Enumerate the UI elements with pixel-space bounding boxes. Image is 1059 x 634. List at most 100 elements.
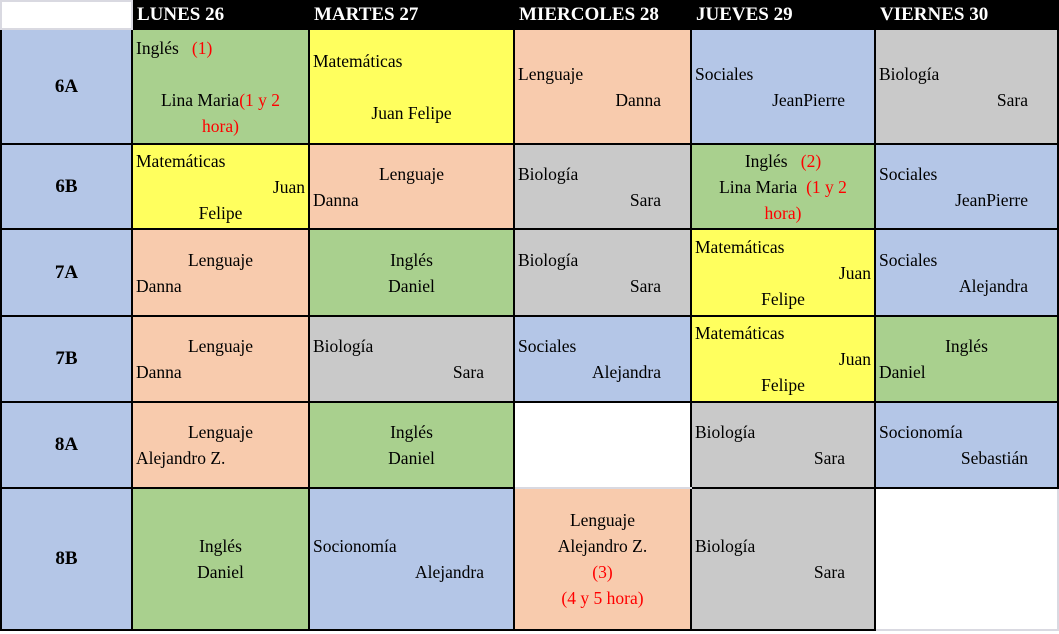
cell-6a-martes: Matemáticas Juan Felipe bbox=[308, 28, 515, 145]
cell-text: Sara bbox=[629, 275, 661, 296]
cell-text: Lenguaje bbox=[187, 422, 254, 442]
cell-text: Inglés bbox=[136, 37, 179, 58]
cell-text: Biología bbox=[695, 422, 756, 442]
cell-line bbox=[313, 74, 510, 100]
row-label-6b: 6B bbox=[0, 143, 133, 230]
cell-line: Biología bbox=[695, 419, 871, 445]
timetable-row: 7B Lenguaje Danna Biología Sara Sociales Aleja… bbox=[0, 315, 1059, 403]
cell-text: Lenguaje bbox=[569, 510, 636, 530]
cell-line: Daniel bbox=[313, 445, 510, 471]
cell-text: Matemáticas bbox=[695, 323, 785, 343]
cell-8b-jueves: Biología Sara bbox=[690, 487, 876, 631]
cell-line: Lenguaje bbox=[518, 61, 687, 87]
cell-line: Biología bbox=[518, 161, 687, 187]
cell-text: Daniel bbox=[388, 275, 435, 296]
cell-7b-martes: Biología Sara bbox=[308, 315, 515, 403]
hour-note-text: hora) bbox=[202, 115, 239, 136]
cell-7b-viernes: Inglés Daniel bbox=[874, 315, 1059, 403]
cell-text: Felipe bbox=[761, 375, 805, 395]
row-label-8b: 8B bbox=[0, 487, 133, 631]
cell-7a-miercoles: Biología Sara bbox=[513, 228, 692, 317]
cell-text: Biología bbox=[518, 249, 579, 270]
cell-8a-viernes: Socionomía Sebastián bbox=[874, 401, 1059, 489]
cell-text: Sebastián bbox=[960, 448, 1028, 468]
cell-line: Danna bbox=[518, 87, 687, 113]
cell-line: Sebastián bbox=[879, 445, 1054, 471]
cell-7a-lunes: Lenguaje Danna bbox=[131, 228, 310, 317]
cell-text: Alejandro Z. bbox=[136, 448, 226, 468]
cell-line: Alejandra bbox=[879, 273, 1054, 299]
cell-8a-jueves: Biología Sara bbox=[690, 401, 876, 489]
cell-line: Sara bbox=[695, 445, 871, 471]
cell-7a-martes: Inglés Daniel bbox=[308, 228, 515, 317]
cell-8b-viernes bbox=[874, 487, 1059, 631]
cell-text: Matemáticas bbox=[136, 150, 226, 171]
cell-line: Felipe bbox=[695, 286, 871, 312]
cell-7b-lunes: Lenguaje Danna bbox=[131, 315, 310, 403]
cell-text: Juan bbox=[838, 349, 871, 369]
cell-text: Alejandra bbox=[592, 362, 661, 382]
cell-line: hora) bbox=[695, 200, 871, 226]
cell-8a-lunes: Lenguaje Alejandro Z. bbox=[131, 401, 310, 489]
timetable-row: 7A Lenguaje Danna Inglés Daniel Biología Sara M… bbox=[0, 228, 1059, 317]
cell-text: Juan Felipe bbox=[371, 102, 452, 123]
cell-text: Biología bbox=[518, 163, 579, 184]
cell-6b-viernes: Sociales JeanPierre bbox=[874, 143, 1059, 230]
cell-text: Biología bbox=[313, 336, 374, 356]
cell-line: Juan bbox=[695, 346, 871, 372]
cell-line: (4 y 5 hora) bbox=[518, 585, 687, 611]
cell-line: Lina Maria(1 y 2 bbox=[136, 87, 305, 113]
cell-text: Socionomía bbox=[879, 422, 963, 442]
timetable-row: 8A Lenguaje Alejandro Z. Inglés Daniel Biolog… bbox=[0, 401, 1059, 489]
cell-8a-miercoles bbox=[513, 401, 692, 489]
cell-line: Danna bbox=[313, 187, 510, 213]
cell-text: Inglés bbox=[390, 249, 433, 270]
cell-text: Danna bbox=[136, 362, 182, 382]
cell-text: JeanPierre bbox=[772, 89, 845, 110]
cell-line: Danna bbox=[136, 273, 305, 299]
row-label-7a: 7A bbox=[0, 228, 133, 317]
cell-line: Sara bbox=[695, 559, 871, 585]
cell-text: Socionomía bbox=[313, 536, 397, 556]
cell-line: Juan Felipe bbox=[313, 100, 510, 126]
cell-6b-jueves: Inglés (2) Lina Maria (1 y 2 hora) bbox=[690, 143, 876, 230]
corner-cell bbox=[0, 0, 133, 30]
cell-6b-martes: Lenguaje Danna bbox=[308, 143, 515, 230]
cell-line: Sara bbox=[313, 359, 510, 385]
cell-line: JeanPierre bbox=[879, 187, 1054, 213]
cell-line: Juan bbox=[136, 174, 305, 200]
day-header-jueves: JUEVES 29 bbox=[690, 0, 876, 30]
cell-text: JeanPierre bbox=[955, 189, 1028, 210]
day-header-miercoles: MIERCOLES 28 bbox=[513, 0, 692, 30]
cell-7a-jueves: Matemáticas Juan Felipe bbox=[690, 228, 876, 317]
hour-note-text: (1) bbox=[178, 37, 213, 58]
cell-6a-lunes: Inglés (1) Lina Maria(1 y 2 hora) bbox=[131, 28, 310, 145]
cell-line: (3) bbox=[518, 559, 687, 585]
hour-note-text: (1 y 2 bbox=[239, 89, 281, 110]
cell-text: Lenguaje bbox=[518, 63, 584, 84]
row-label-7b: 7B bbox=[0, 315, 133, 403]
timetable-row: 6A Inglés (1) Lina Maria(1 y 2 hora) Matemát… bbox=[0, 28, 1059, 145]
cell-text: Lina Maria bbox=[160, 89, 240, 110]
cell-line: Inglés (1) bbox=[136, 35, 305, 61]
cell-line: Lenguaje bbox=[518, 507, 687, 533]
cell-line: Alejandra bbox=[313, 559, 510, 585]
cell-line: Lenguaje bbox=[136, 419, 305, 445]
cell-line: Socionomía bbox=[879, 419, 1054, 445]
hour-note-text: (2) bbox=[787, 150, 822, 171]
day-header-lunes: LUNES 26 bbox=[131, 0, 310, 30]
cell-line: Juan bbox=[695, 260, 871, 286]
cell-7b-miercoles: Sociales Alejandra bbox=[513, 315, 692, 403]
cell-line: Matemáticas bbox=[695, 320, 871, 346]
cell-text: Biología bbox=[695, 536, 756, 556]
cell-line: Felipe bbox=[136, 200, 305, 226]
cell-text: Juan bbox=[838, 262, 871, 283]
cell-text: Inglés bbox=[945, 336, 988, 356]
cell-line: Matemáticas bbox=[695, 234, 871, 260]
day-header-viernes: VIERNES 30 bbox=[874, 0, 1059, 30]
cell-text: Biología bbox=[879, 63, 940, 84]
cell-line: Biología bbox=[313, 333, 510, 359]
cell-text: Sara bbox=[813, 562, 845, 582]
cell-line: Daniel bbox=[313, 273, 510, 299]
